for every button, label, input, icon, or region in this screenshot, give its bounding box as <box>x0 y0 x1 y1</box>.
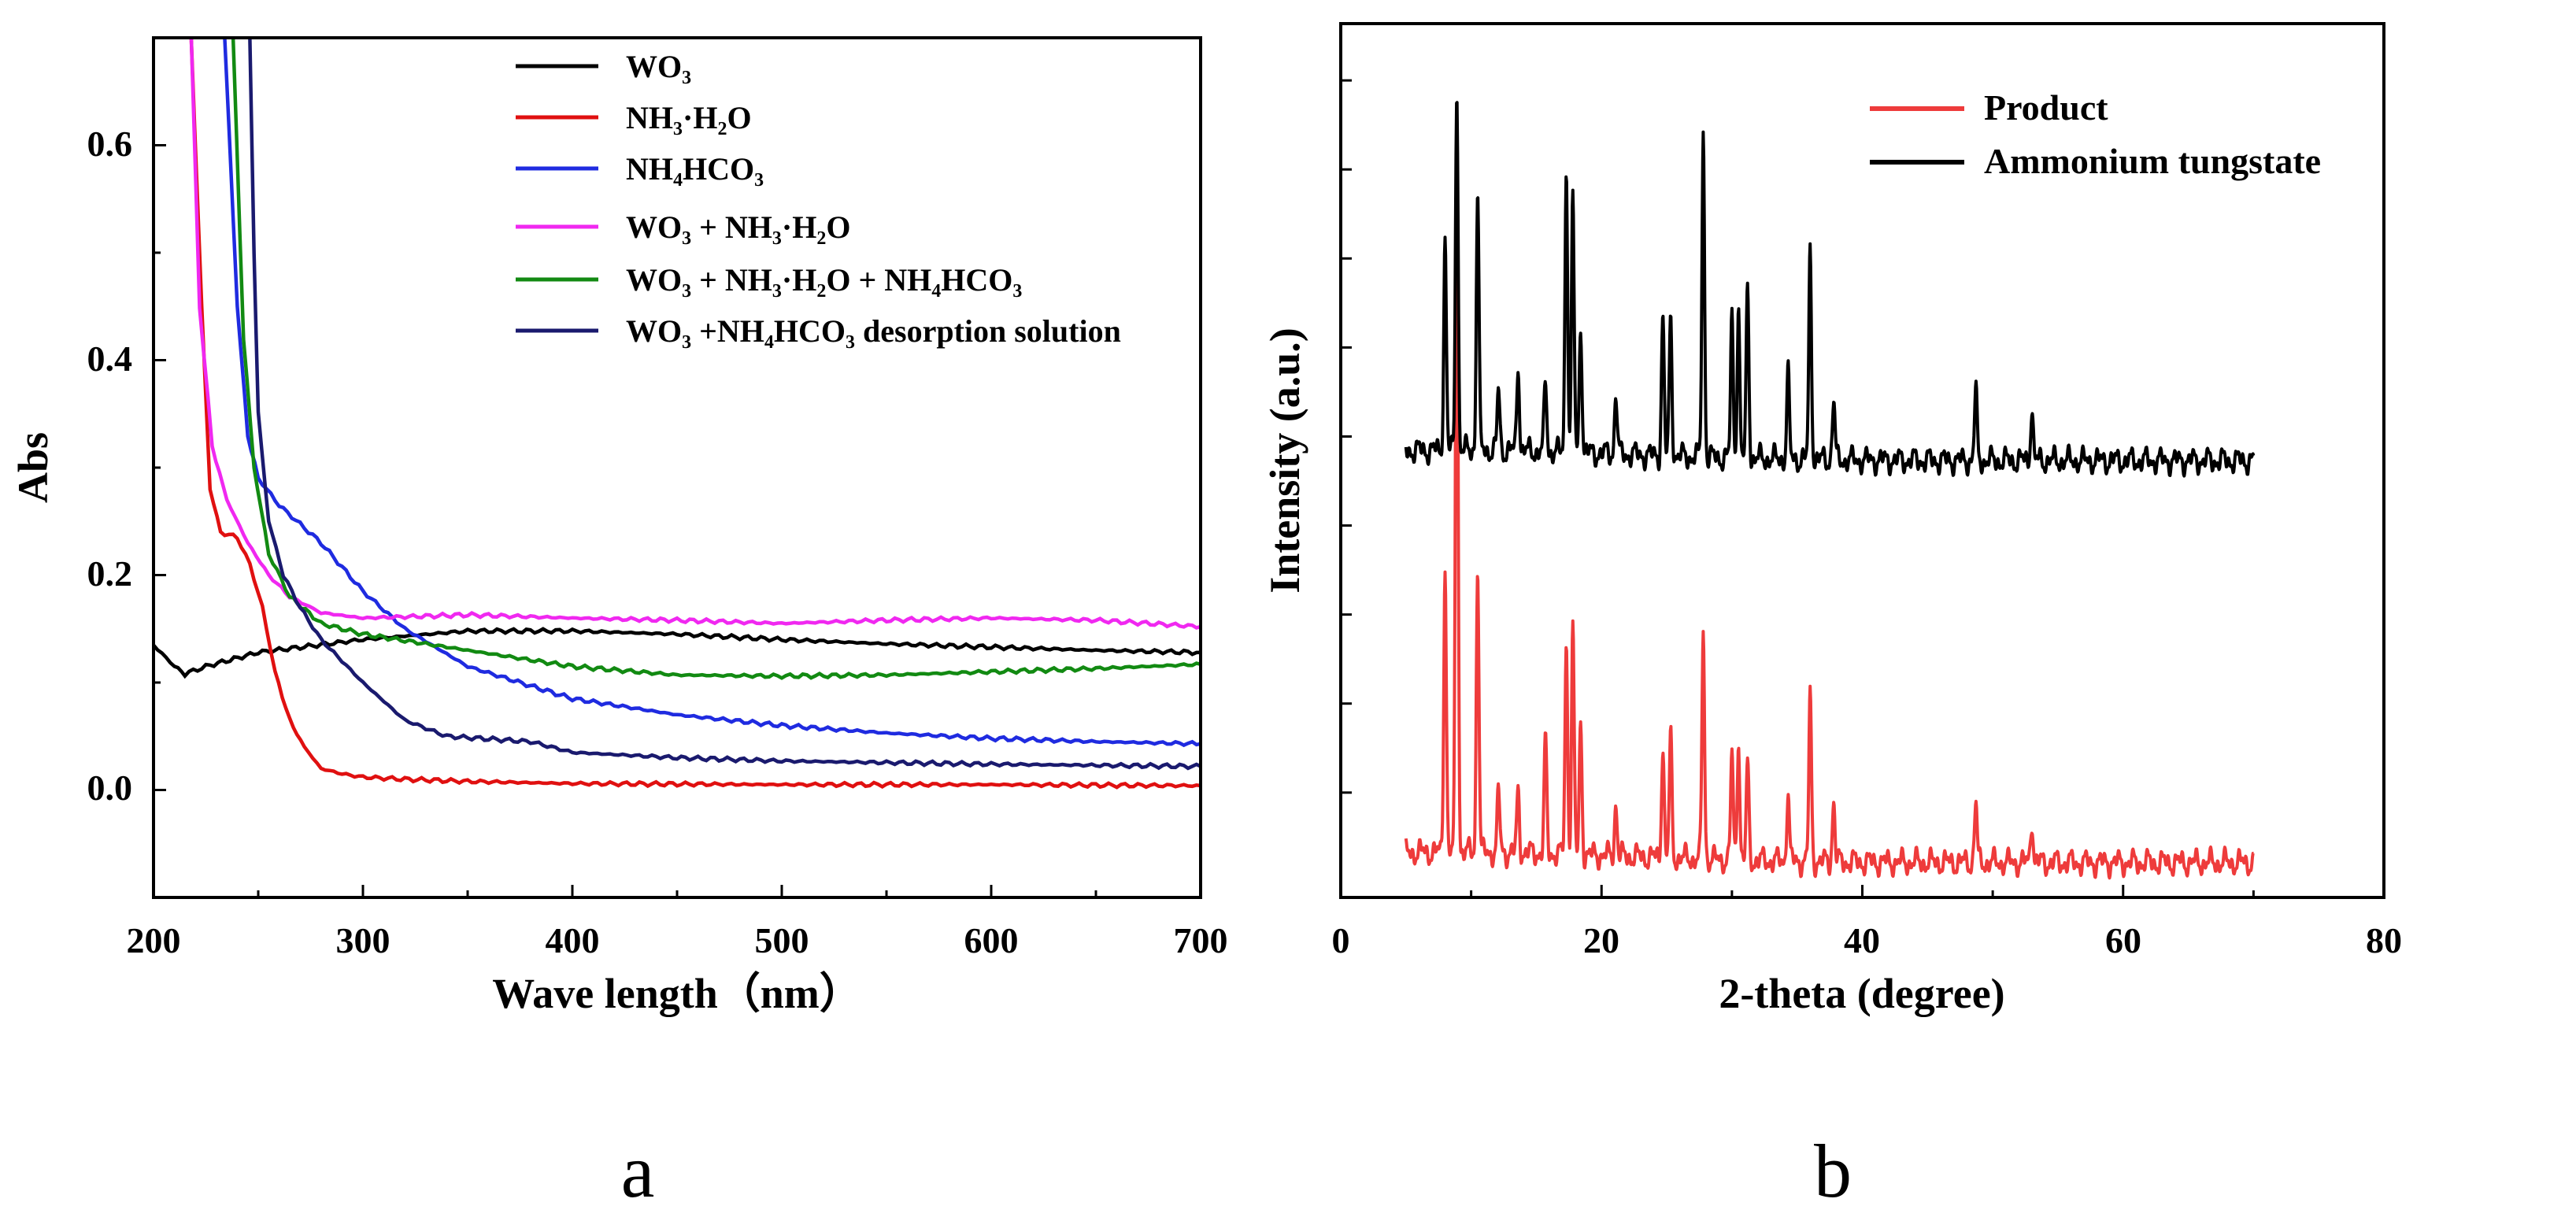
legend-label-product: Product <box>1984 87 2108 128</box>
panel-b-xtick-label: 80 <box>2366 920 2402 960</box>
panel-a-xtick-label: 300 <box>336 920 390 960</box>
panel-a-x-axis-title: Wave length（nm） <box>492 970 862 1017</box>
legend-label-desorption: WO₃ +NH₄HCO₃ desorption solution <box>626 313 1121 349</box>
panel-b-ticks <box>1339 79 2385 897</box>
panel-a-ticks <box>152 36 1202 899</box>
panel-a-label: a <box>621 1129 655 1213</box>
panel-a-ytick-label: 0.4 <box>87 339 133 379</box>
panel-a-ytick-label: 0.2 <box>87 553 133 594</box>
panel-a-ytick-label: 0.6 <box>87 124 133 164</box>
panel-a: 200 300 400 500 600 700 0.0 0.2 0.4 0.6 … <box>9 36 1228 1213</box>
panel-b-label: b <box>1814 1129 1852 1213</box>
panel-a-xtick-label: 500 <box>755 920 809 960</box>
series-line-ammonium-tungstate <box>1404 101 2256 478</box>
panel-b-y-axis-title: Intensity (a.u.) <box>1261 327 1308 594</box>
series-line-wo3-nh4hco3-desorption-solution <box>248 39 1201 771</box>
panel-b-legend: Product Ammonium tungstate <box>1870 87 2321 181</box>
panel-b: 0 20 40 60 80 2-theta (degree) Intensity… <box>1261 22 2402 1213</box>
legend-label-ammonium-tungstate: Ammonium tungstate <box>1984 141 2321 181</box>
panel-a-legend: WO₃ NH₃·H₂O NH₄HCO₃ WO₃ + NH₃·H₂O WO₃ + … <box>516 49 1121 349</box>
panel-b-series-group <box>1404 101 2256 880</box>
legend-label-wo3-nh3-h2o-nh4hco3: WO₃ + NH₃·H₂O + NH₄HCO₃ <box>626 262 1022 298</box>
legend-label-nh4hco3: NH₄HCO₃ <box>626 151 764 187</box>
panel-a-xtick-label: 200 <box>127 920 181 960</box>
panel-b-xtick-label: 20 <box>1583 920 1619 960</box>
series-line-nh4hco3 <box>223 38 1201 748</box>
legend-label-wo3-nh3-h2o: WO₃ + NH₃·H₂O <box>626 209 850 245</box>
legend-label-nh3-h2o: NH₃·H₂O <box>626 100 752 135</box>
panel-b-xtick-label: 60 <box>2105 920 2141 960</box>
panel-a-ytick-label: 0.0 <box>87 768 133 808</box>
panel-b-xtick-label: 0 <box>1332 920 1350 960</box>
panel-b-xtick-label: 40 <box>1844 920 1880 960</box>
panel-b-x-axis-title: 2-theta (degree) <box>1719 970 2004 1017</box>
panel-a-xtick-label: 400 <box>546 920 600 960</box>
legend-label-wo3: WO₃ <box>626 49 691 84</box>
series-line-wo3-nh3-h2o <box>189 38 1201 630</box>
panel-a-xtick-label: 700 <box>1174 920 1228 960</box>
panel-a-series-group <box>154 38 1201 790</box>
series-line-product <box>1404 168 2255 880</box>
series-line-wo3-nh3-h2o-nh4hco3 <box>231 38 1201 680</box>
panel-a-xtick-label: 600 <box>964 920 1019 960</box>
series-line-nh3-h2o <box>189 38 1201 790</box>
panel-a-y-axis-title: Abs <box>9 432 57 503</box>
